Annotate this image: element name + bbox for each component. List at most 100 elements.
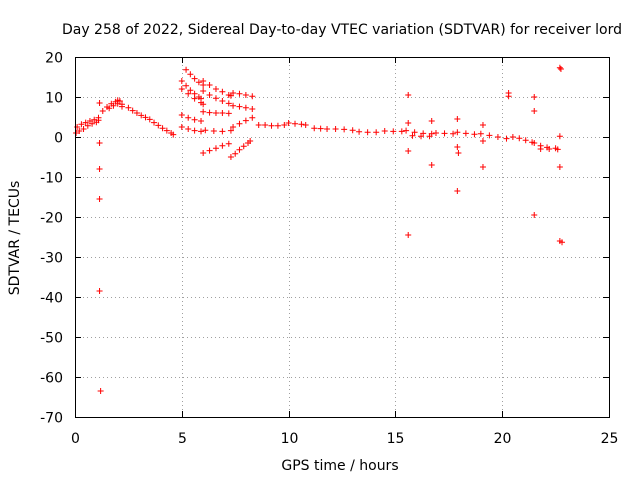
data-point [531,212,538,218]
data-point [503,135,510,142]
data-point [341,126,348,133]
data-point [159,125,166,132]
data-point [292,120,299,127]
data-point [240,143,247,150]
data-point [381,128,388,134]
y-tick-label: -70 [40,411,63,427]
data-point [505,93,512,100]
data-point [522,137,529,144]
data-point [247,138,254,144]
series-arc-p [200,140,232,156]
data-point [200,108,207,115]
data-point [183,66,190,73]
data-point [178,86,185,92]
data-point [390,128,397,135]
data-point [155,122,162,129]
data-point [324,126,331,132]
data-point [78,121,85,128]
data-point [405,120,412,126]
data-point [206,109,213,116]
data-point [556,133,563,140]
data-point [227,127,234,134]
series-arc-t [230,114,256,130]
series-arc-ac [432,130,457,137]
data-point [187,87,194,94]
data-point [212,110,219,116]
data-point [230,90,237,96]
data-point [356,128,363,135]
chart-title: Day 258 of 2022, Sidereal Day-to-day VTE… [62,22,622,38]
data-point [516,135,523,142]
series-outliers [96,64,566,394]
data-point [471,131,478,138]
series-arc-v [285,120,309,128]
data-point [187,71,194,78]
data-point [96,166,103,172]
data-point [242,117,249,124]
data-point [242,104,249,111]
data-point [96,100,103,106]
data-point [403,127,410,134]
series-arc-n [200,108,232,117]
gridlines [75,57,609,417]
x-tick-label: 15 [387,431,405,447]
plot-frame [75,57,610,418]
data-point [178,112,185,118]
data-point [200,101,207,108]
data-point [230,102,237,109]
data-point [114,100,121,107]
data-point [151,119,158,126]
data-point [462,130,469,137]
y-tick-labels: 20 10 0 -10 -20 -30 -40 -50 -60 -70 [40,51,63,427]
series-arc-b [74,114,102,130]
data-point [219,98,226,104]
data-point [364,129,371,136]
data-point [268,122,275,129]
y-tick-label: -20 [40,211,63,227]
data-point [96,288,103,294]
series-arc-d [106,100,125,112]
data-point [200,78,207,84]
data-point [219,128,226,135]
y-tick-label: -50 [40,331,63,347]
data-point [454,116,461,122]
data-point [317,125,324,132]
data-point [125,104,132,111]
data-point [411,129,418,136]
data-point [441,130,448,137]
data-point [230,124,237,130]
data-point [236,103,243,110]
data-point [405,232,412,238]
data-point [185,114,192,121]
series-arc-e [125,104,153,123]
y-tick-label: 10 [45,91,63,107]
data-point [97,388,104,394]
data-point [557,66,564,72]
data-point [298,121,305,128]
data-point [509,134,516,140]
y-tick-label: 0 [54,131,63,147]
data-point [418,133,425,140]
series-arc-j [178,112,205,124]
data-point [554,146,561,153]
series-arc-s [230,102,256,112]
data-point [86,118,93,124]
series-arc-ah [537,146,561,153]
data-point [236,120,243,127]
data-point [225,110,232,117]
data-point [96,196,103,202]
data-point [477,130,484,137]
data-point [178,124,185,130]
data-point [212,86,219,92]
data-point [133,110,140,116]
series-arc-r [230,90,256,100]
data-point [170,131,177,138]
data-point [450,130,457,137]
series-arc-af [509,134,536,146]
data-point [537,146,544,152]
data-point [236,90,243,97]
data-point [202,127,209,134]
data-point [198,118,205,124]
data-point [185,90,192,97]
